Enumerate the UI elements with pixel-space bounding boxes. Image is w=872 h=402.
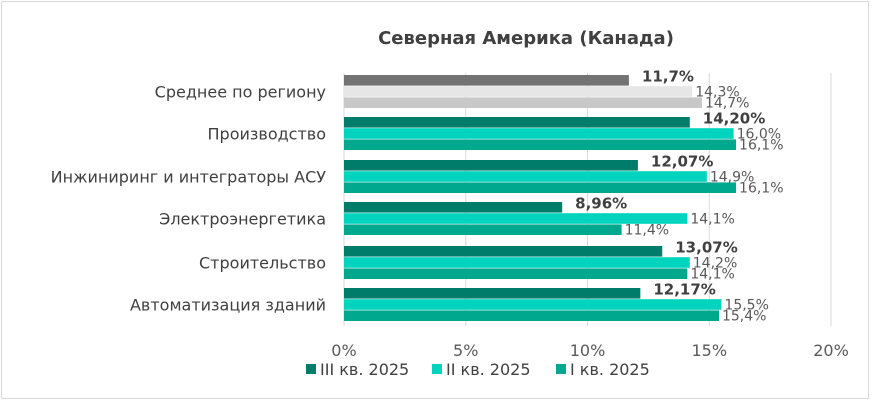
x-axis: 0% 5% 10% 15% 20% xyxy=(331,341,848,360)
data-label: 14,1% xyxy=(690,212,734,228)
y-axis: Среднее по региону Производство Инжиниринг… xyxy=(51,83,327,315)
category-label: Производство xyxy=(208,125,327,144)
data-label: 16,1% xyxy=(739,181,783,197)
bar xyxy=(344,182,737,193)
legend-swatch xyxy=(306,364,316,374)
grid xyxy=(343,73,832,326)
category-label: Автоматизация зданий xyxy=(130,296,326,315)
category-label: Строительство xyxy=(199,254,326,273)
data-label: 8,96% xyxy=(575,194,627,212)
bar xyxy=(344,310,719,321)
data-label: 11,4% xyxy=(625,223,669,239)
x-tick-label: 5% xyxy=(453,341,478,360)
legend-swatch xyxy=(432,364,442,374)
chart-title: Северная Америка (Канада) xyxy=(378,28,674,49)
data-label: 15,4% xyxy=(722,309,766,325)
x-tick-label: 0% xyxy=(331,341,356,360)
legend-label: II кв. 2025 xyxy=(446,360,531,379)
bar xyxy=(344,128,734,139)
data-labels: 11,7%14,3%14,7%14,20%16,0%16,1%12,07%14,… xyxy=(575,67,783,324)
bar xyxy=(344,299,722,310)
category-label: Среднее по региону xyxy=(155,83,326,102)
x-tick-label: 20% xyxy=(813,341,849,360)
data-label: 14,20% xyxy=(703,109,765,127)
data-label: 16,0% xyxy=(737,127,781,143)
data-label: 14,9% xyxy=(710,170,754,186)
bar xyxy=(344,246,663,257)
bar xyxy=(344,224,622,235)
bar xyxy=(344,213,688,224)
bar xyxy=(344,75,629,86)
bar xyxy=(344,139,737,150)
data-label: 16,1% xyxy=(739,138,783,154)
bar xyxy=(344,288,641,299)
bar xyxy=(344,171,707,182)
data-label: 15,5% xyxy=(724,298,768,314)
bar xyxy=(344,97,702,108)
data-label: 14,3% xyxy=(695,85,739,101)
bar xyxy=(344,160,638,171)
legend: III кв. 2025 II кв. 2025 I кв. 2025 xyxy=(306,360,650,379)
category-label: Электроэнергетика xyxy=(159,210,326,229)
bar xyxy=(344,86,693,97)
data-label: 12,07% xyxy=(651,152,713,170)
x-tick-label: 10% xyxy=(570,341,606,360)
legend-label: I кв. 2025 xyxy=(570,360,650,379)
data-label: 14,7% xyxy=(705,96,749,112)
data-label: 13,07% xyxy=(675,238,737,256)
legend-swatch xyxy=(556,364,566,374)
data-label: 14,1% xyxy=(690,267,734,283)
data-label: 12,17% xyxy=(653,280,715,298)
bar xyxy=(344,257,690,268)
data-label: 11,7% xyxy=(642,67,694,85)
bars xyxy=(344,75,737,321)
legend-label: III кв. 2025 xyxy=(320,360,409,379)
bar xyxy=(344,117,690,128)
x-tick-label: 15% xyxy=(691,341,727,360)
bar xyxy=(344,268,688,279)
category-label: Инжиниринг и интеграторы АСУ xyxy=(51,168,327,187)
data-label: 14,2% xyxy=(693,256,737,272)
bar xyxy=(344,202,563,213)
